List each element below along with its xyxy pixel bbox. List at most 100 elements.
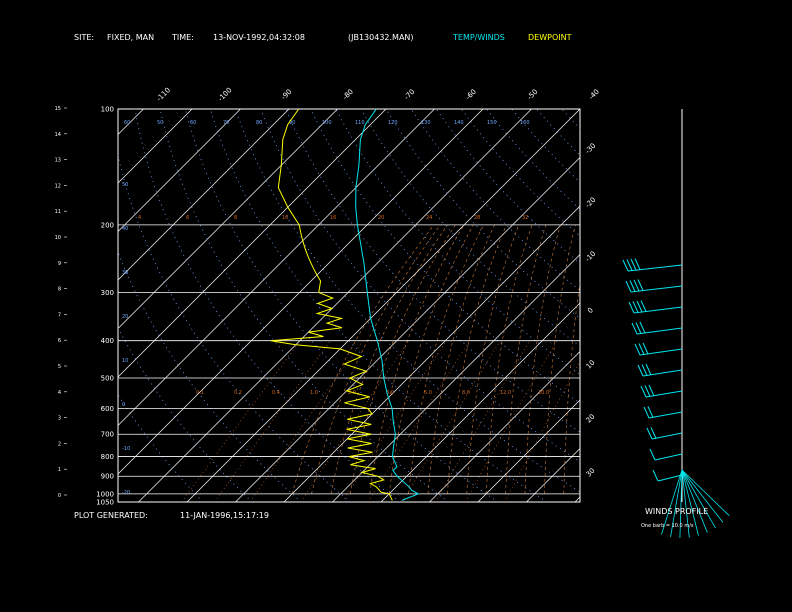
- mixing-ratio-label: 10: [282, 215, 288, 221]
- mixing-ratio-line: [402, 340, 501, 502]
- pressure-tick-label: 1000: [96, 490, 114, 498]
- wind-barb-surface: [661, 469, 683, 535]
- pressure-tick-label: 800: [101, 453, 114, 461]
- dry-adiabat-line: [134, 109, 400, 502]
- mixing-ratio-label: 20: [378, 215, 384, 221]
- wind-barb-surface: [670, 469, 683, 538]
- wind-barb-flag: [634, 343, 641, 356]
- site-label: SITE:: [74, 33, 94, 42]
- mixing-ratio-label: 24: [426, 215, 432, 221]
- pressure-tick-label: 300: [101, 289, 114, 297]
- legend-dewpoint: DEWPOINT: [528, 33, 572, 42]
- dry-adiabat-line: [410, 109, 580, 292]
- mixing-ratio-label: 6: [186, 215, 189, 221]
- isotherm-line: [138, 109, 532, 502]
- right-temperature-label: 30: [585, 467, 597, 479]
- isotherm-line: [235, 157, 580, 502]
- isotherm-line: [624, 109, 792, 502]
- winds-profile-note: One barb = 10.0 m/s: [641, 523, 694, 529]
- mixing-ratio-line: [504, 361, 580, 502]
- height-tick-label: 7: [58, 312, 61, 318]
- dry-adiabat-label: 100: [322, 120, 332, 126]
- wind-barb-staff: [657, 474, 683, 482]
- wind-barb-surface: [681, 469, 716, 529]
- moist-ratio-label: 0.2: [234, 390, 242, 396]
- wind-barb-flag: [636, 300, 643, 313]
- dry-adiabat-line: [159, 109, 450, 502]
- height-tick-label: 12: [55, 183, 61, 189]
- grid-layer: 60 50 60 70 80 90 100 110 120 130 140 150 1605040302…: [0, 109, 792, 502]
- wind-barb-surface: [681, 469, 690, 538]
- pressure-tick-label: 100: [101, 106, 114, 114]
- dry-adiabat-label: 50: [157, 120, 163, 126]
- height-tick-label: 11: [55, 209, 61, 215]
- pressure-tick-label: 400: [101, 337, 114, 345]
- wind-barbs: [622, 258, 730, 538]
- isotherm-line: [118, 109, 144, 135]
- pressure-tick-label: 1050: [96, 499, 114, 507]
- moist-ratio-label: 8.0: [462, 390, 470, 396]
- dry-adiabat-label: 20: [122, 314, 128, 320]
- isotherm-line: [477, 399, 580, 502]
- moist-adiabat-line: [291, 224, 435, 494]
- height-tick-label: 3: [58, 416, 61, 422]
- pressure-tick-label: 700: [101, 431, 114, 439]
- height-tick-label: 2: [58, 441, 61, 447]
- top-temperature-label: -90: [280, 88, 294, 102]
- wind-barb-surface: [681, 469, 708, 533]
- dry-adiabat-label: -10: [122, 446, 130, 452]
- isotherm-line: [0, 109, 95, 502]
- right-temperature-label: -30: [584, 142, 598, 156]
- right-temperature-label: 10: [585, 359, 597, 371]
- isotherm-line: [118, 109, 435, 426]
- wind-barb-flag: [622, 259, 629, 272]
- wind-barb-flag: [625, 280, 632, 293]
- mixing-ratio-line: [342, 340, 447, 502]
- wind-barb-flag: [644, 385, 651, 397]
- dry-adiabat-line: [385, 109, 580, 319]
- isotherm-line: [574, 496, 580, 502]
- dry-adiabat-label: 140: [454, 120, 464, 126]
- mixing-ratio-line: [181, 340, 301, 502]
- isotherm-line: [118, 109, 241, 232]
- temperature-profile-line: [355, 109, 420, 501]
- moist-adiabat-line: [563, 281, 580, 494]
- file-name: (JB130432.MAN): [348, 33, 414, 42]
- right-temperature-label: 0: [586, 306, 595, 315]
- dry-adiabat-label: 150: [487, 120, 497, 126]
- moist-ratio-label: 0.1: [196, 390, 204, 396]
- height-tick-label: 8: [58, 287, 61, 293]
- moist-adiabat-line: [311, 224, 441, 494]
- top-temperature-label: -40: [587, 88, 601, 102]
- wind-barb-flag: [642, 342, 649, 355]
- dewpoint-profile-line: [270, 109, 393, 501]
- dry-adiabat-line: [587, 109, 792, 502]
- dry-adiabat-line: [536, 109, 580, 156]
- height-tick-label: 5: [58, 364, 61, 370]
- height-tick-label: 0: [58, 493, 61, 499]
- wind-barb-surface: [681, 469, 724, 523]
- dry-adiabat-label: 60: [124, 120, 130, 126]
- dry-adiabat-label: 90: [289, 120, 295, 126]
- isotherm-line: [118, 109, 290, 281]
- mixing-ratio-line: [214, 340, 331, 502]
- top-temperature-label: -110: [155, 86, 172, 103]
- plot-frame: [117, 108, 581, 503]
- top-temperature-label: -50: [526, 88, 540, 102]
- wind-barb-flag: [637, 279, 644, 291]
- top-temperature-label: -60: [464, 88, 478, 102]
- moist-adiabat-line: [369, 224, 465, 494]
- plot-generated-label: PLOT GENERATED:: [74, 511, 148, 520]
- wind-barb-surface: [681, 469, 699, 536]
- height-tick-label: 9: [58, 261, 61, 267]
- dry-adiabat-line: [561, 109, 580, 130]
- wind-barb-staff: [642, 369, 683, 377]
- dry-adiabat-line: [260, 109, 580, 463]
- dry-adiabat-line: [360, 109, 580, 347]
- dry-adiabat-label: 120: [388, 120, 398, 126]
- dry-adiabat-label: 40: [122, 226, 128, 232]
- isotherm-line: [672, 109, 792, 502]
- top-temperature-label: -100: [217, 86, 234, 103]
- isotherm-line: [0, 109, 47, 502]
